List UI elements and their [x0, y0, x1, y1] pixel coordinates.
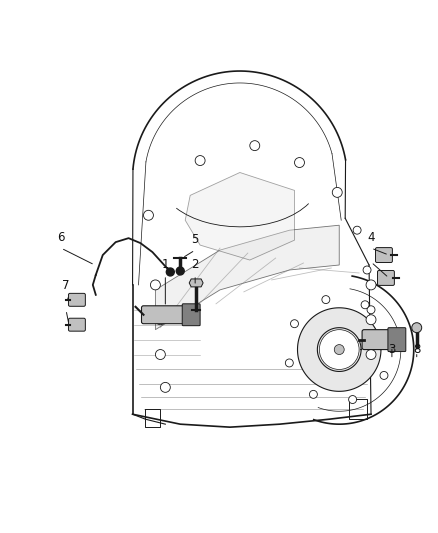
Circle shape	[334, 345, 344, 354]
Text: 1: 1	[162, 258, 169, 271]
FancyBboxPatch shape	[375, 248, 392, 263]
Circle shape	[349, 395, 357, 403]
Circle shape	[150, 280, 160, 290]
Polygon shape	[155, 225, 339, 330]
Text: 3: 3	[388, 343, 396, 356]
Circle shape	[166, 268, 174, 276]
Circle shape	[363, 266, 371, 274]
FancyBboxPatch shape	[68, 318, 85, 331]
Polygon shape	[189, 279, 203, 287]
Circle shape	[294, 158, 304, 167]
Circle shape	[319, 330, 359, 369]
Text: 6: 6	[57, 231, 65, 244]
Circle shape	[250, 141, 260, 151]
Text: 2: 2	[191, 258, 199, 271]
Circle shape	[290, 320, 298, 328]
Text: 4: 4	[367, 231, 375, 244]
FancyBboxPatch shape	[388, 328, 406, 352]
Circle shape	[385, 332, 393, 340]
Text: 5: 5	[191, 233, 199, 246]
Text: 7: 7	[62, 279, 70, 292]
Circle shape	[380, 372, 388, 379]
Text: 8: 8	[413, 343, 420, 356]
FancyBboxPatch shape	[362, 330, 394, 350]
FancyBboxPatch shape	[182, 304, 200, 326]
Circle shape	[353, 226, 361, 234]
Circle shape	[195, 156, 205, 166]
Circle shape	[366, 280, 376, 290]
Circle shape	[366, 350, 376, 360]
Circle shape	[144, 211, 153, 220]
Circle shape	[309, 390, 318, 398]
FancyBboxPatch shape	[68, 293, 85, 306]
Circle shape	[297, 308, 381, 391]
Circle shape	[367, 306, 375, 314]
FancyBboxPatch shape	[141, 306, 189, 324]
Circle shape	[155, 350, 165, 360]
Circle shape	[285, 359, 293, 367]
Circle shape	[155, 315, 165, 325]
Circle shape	[366, 315, 376, 325]
Circle shape	[332, 188, 342, 197]
Circle shape	[160, 382, 170, 392]
Circle shape	[322, 296, 330, 304]
Circle shape	[176, 267, 184, 275]
FancyBboxPatch shape	[378, 270, 394, 285]
Circle shape	[412, 322, 422, 333]
Circle shape	[361, 301, 369, 309]
Polygon shape	[185, 173, 294, 260]
